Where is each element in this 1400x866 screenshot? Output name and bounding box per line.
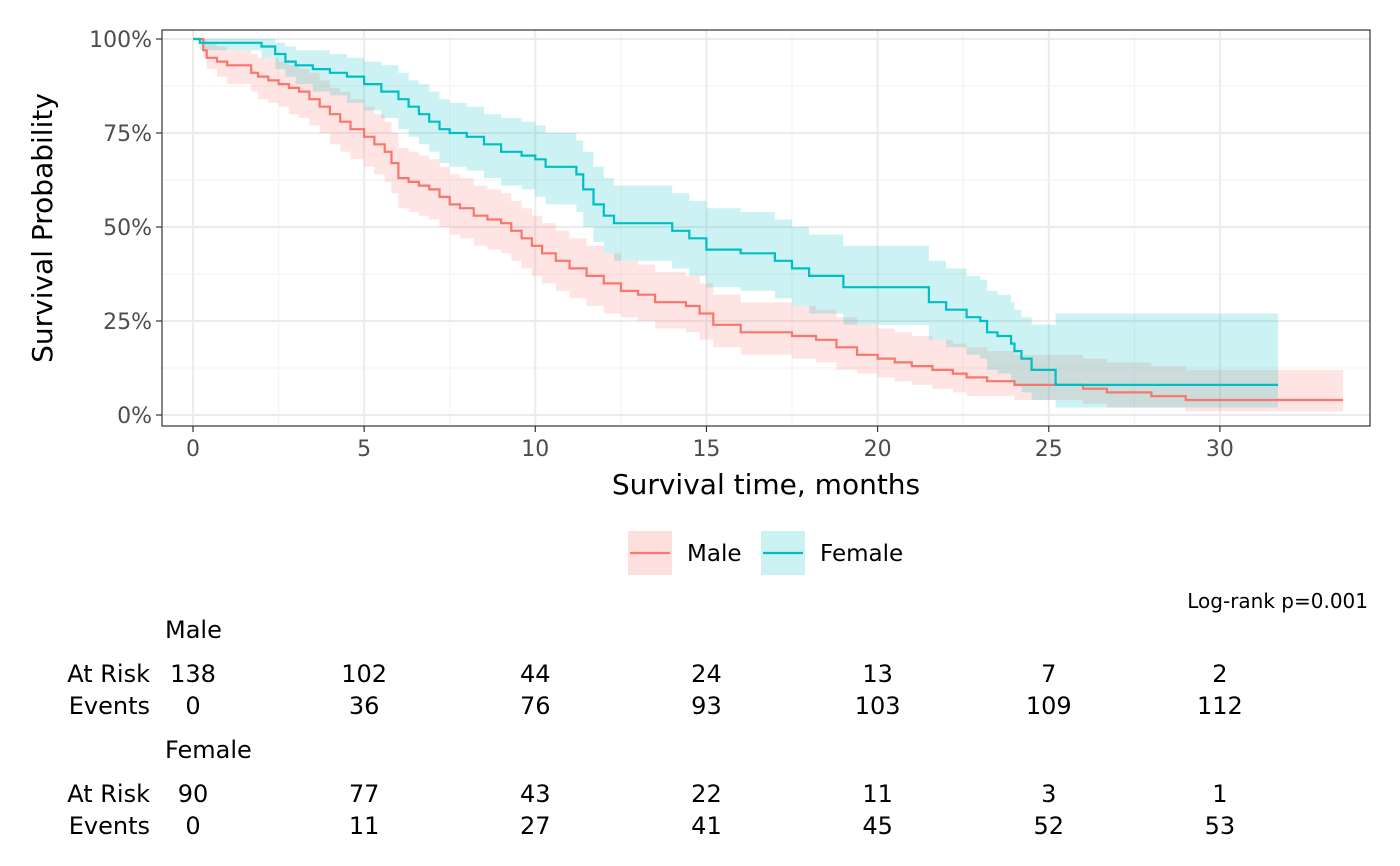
y-axis-title: Survival Probability <box>26 93 59 363</box>
survival-line-female <box>193 37 1279 386</box>
events-value: 41 <box>691 812 722 840</box>
risk-row-label-at-risk: At Risk <box>67 660 150 688</box>
events-value: 112 <box>1197 692 1243 720</box>
at-risk-value: 77 <box>349 780 380 808</box>
at-risk-value: 43 <box>520 780 551 808</box>
legend-label-female: Female <box>820 541 903 567</box>
x-tick-label: 10 <box>521 437 549 462</box>
x-tick-label: 20 <box>864 437 892 462</box>
survival-curves <box>193 37 1344 402</box>
at-risk-value: 44 <box>520 660 551 688</box>
ci-band-male <box>193 39 1344 412</box>
y-tick-label: 75% <box>103 122 152 147</box>
logrank-pvalue: Log-rank p=0.001 <box>1187 589 1368 613</box>
panel-border <box>161 29 1371 427</box>
at-risk-value: 24 <box>691 660 722 688</box>
events-value: 109 <box>1026 692 1072 720</box>
at-risk-value: 102 <box>341 660 387 688</box>
at-risk-value: 90 <box>178 780 209 808</box>
x-axis-title: Survival time, months <box>612 468 920 501</box>
legend: Male Female <box>628 531 903 575</box>
at-risk-value: 11 <box>862 780 893 808</box>
events-value: 11 <box>349 812 380 840</box>
events-value: 93 <box>691 692 722 720</box>
x-tick-label: 30 <box>1206 437 1234 462</box>
y-tick-label: 50% <box>103 216 152 241</box>
x-tick-label: 25 <box>1035 437 1063 462</box>
events-value: 0 <box>185 812 200 840</box>
survival-line-male <box>193 37 1344 402</box>
events-value: 76 <box>520 692 551 720</box>
at-risk-value: 138 <box>170 660 216 688</box>
risk-row-label-events: Events <box>69 692 150 720</box>
at-risk-value: 7 <box>1041 660 1056 688</box>
risk-row-label-at-risk: At Risk <box>67 780 150 808</box>
events-value: 27 <box>520 812 551 840</box>
legend-label-male: Male <box>687 541 741 567</box>
confidence-bands <box>193 39 1344 412</box>
y-tick-label: 0% <box>117 404 152 429</box>
x-tick-label: 5 <box>357 437 371 462</box>
at-risk-value: 13 <box>862 660 893 688</box>
x-tick-label: 0 <box>186 437 200 462</box>
at-risk-value: 1 <box>1212 780 1227 808</box>
events-value: 45 <box>862 812 893 840</box>
at-risk-value: 22 <box>691 780 722 808</box>
events-value: 52 <box>1033 812 1064 840</box>
events-value: 0 <box>185 692 200 720</box>
y-tick-label: 25% <box>103 310 152 335</box>
y-tick-label: 100% <box>89 28 152 53</box>
risk-row-label-events: Events <box>69 812 150 840</box>
risk-group-title: Female <box>165 736 252 764</box>
risk-group-title: Male <box>165 616 222 644</box>
y-axis-ticks: 0% 25% 50% 75% 100% <box>89 28 162 429</box>
at-risk-value: 2 <box>1212 660 1227 688</box>
x-axis-ticks: 0 5 10 15 20 25 30 <box>186 426 1234 462</box>
gridlines <box>162 30 1370 426</box>
ci-band-female <box>193 39 1279 408</box>
x-tick-label: 15 <box>692 437 720 462</box>
events-value: 103 <box>855 692 901 720</box>
events-value: 53 <box>1205 812 1236 840</box>
events-value: 36 <box>349 692 380 720</box>
at-risk-value: 3 <box>1041 780 1056 808</box>
